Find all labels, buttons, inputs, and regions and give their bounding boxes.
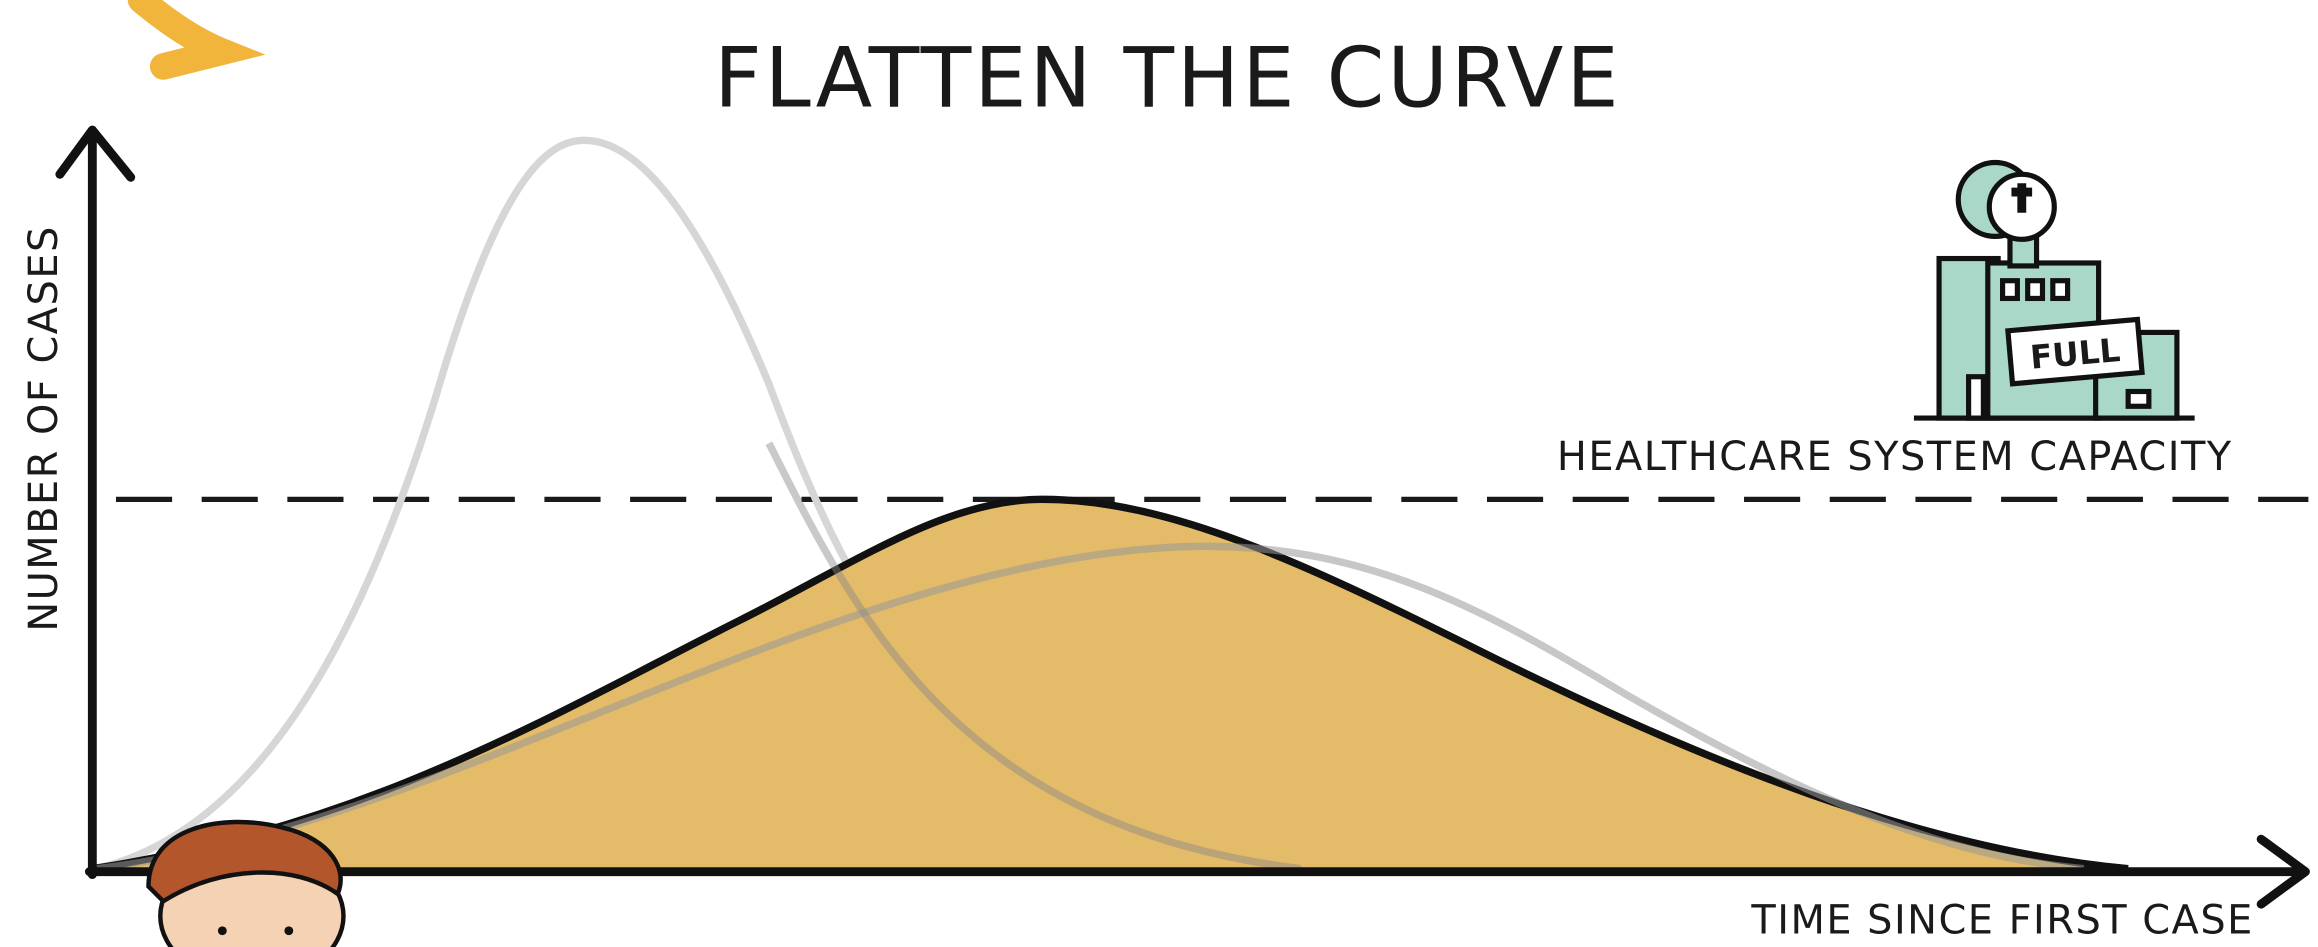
page: {"header": {"title": "FLATTEN THE CURVE"… (0, 0, 2318, 947)
y-axis-label: NUMBER OF CASES (21, 225, 67, 631)
window (2003, 281, 2018, 299)
window (2028, 281, 2043, 299)
boy-eye (218, 926, 227, 935)
boy (148, 822, 343, 947)
full-sign-text: FULL (2029, 331, 2122, 377)
illustration: FLATTEN THE CURVE NUMBER OF CASES TIME S… (0, 0, 2318, 947)
boy-eye (284, 926, 293, 935)
x-axis-label: TIME SINCE FIRST CASE (1750, 898, 2253, 944)
door (1969, 377, 1984, 418)
title: FLATTEN THE CURVE (714, 29, 1621, 126)
window (2128, 392, 2149, 407)
window (2053, 281, 2068, 299)
capacity-label: HEALTHCARE SYSTEM CAPACITY (1557, 434, 2233, 480)
